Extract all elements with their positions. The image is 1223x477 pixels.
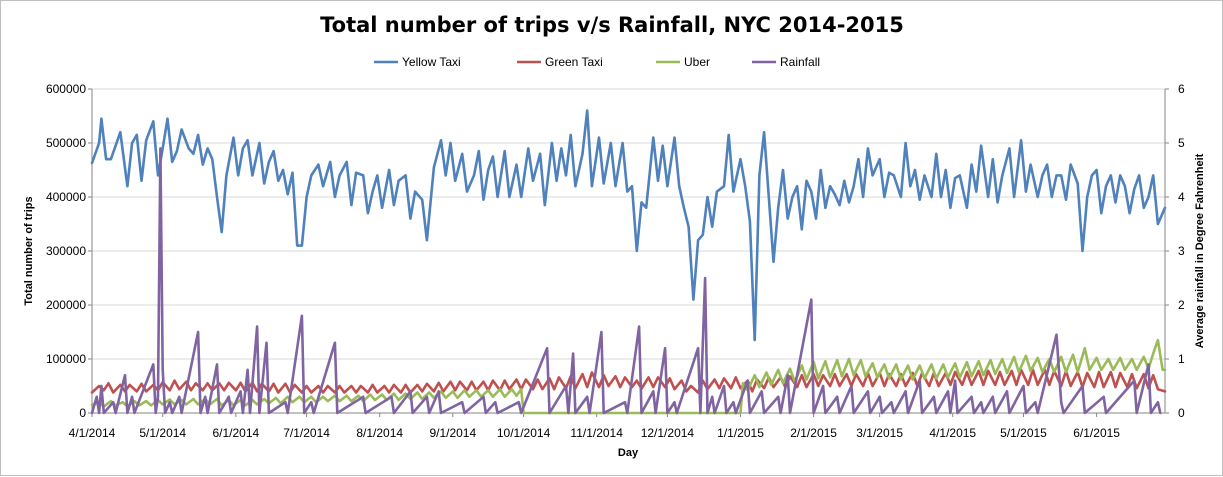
series-line-uber xyxy=(90,338,1167,415)
x-axis-ticks: 4/1/2014 5/1/2014 6/1/2014 7/1/2014 8/1/2014… xyxy=(69,413,1120,440)
x-tick-label: 5/1/2015 xyxy=(1000,426,1047,440)
x-tick-label: 5/1/2014 xyxy=(139,426,186,440)
x-tick-label: 6/1/2015 xyxy=(1073,426,1120,440)
x-tick-label: 6/1/2014 xyxy=(212,426,259,440)
x-tick-label: 10/1/2014 xyxy=(497,426,551,440)
y2-tick-label: 1 xyxy=(1178,352,1185,366)
y2-tick-label: 3 xyxy=(1178,244,1185,258)
y2-axis-ticks: 0 1 2 3 4 5 6 xyxy=(1165,82,1185,420)
series-layer xyxy=(90,109,1167,415)
y2-tick-label: 0 xyxy=(1178,406,1185,420)
series-line-green-taxi xyxy=(90,368,1167,394)
y-tick-label: 100000 xyxy=(46,352,86,366)
y-tick-label: 500000 xyxy=(46,136,86,150)
y2-tick-label: 4 xyxy=(1178,190,1185,204)
legend-label-rainfall: Rainfall xyxy=(780,55,820,69)
y2-axis-title: Average rainfall in Degree Fahrenheit xyxy=(1194,153,1206,348)
x-tick-label: 1/1/2015 xyxy=(717,426,764,440)
gridlines xyxy=(92,88,1165,360)
y-tick-label: 400000 xyxy=(46,190,86,204)
x-tick-label: 4/1/2015 xyxy=(929,426,976,440)
y-tick-label: 200000 xyxy=(46,298,86,312)
chart-title: Total number of trips v/s Rainfall, NYC … xyxy=(320,13,904,37)
y-tick-label: 300000 xyxy=(46,244,86,258)
y-tick-label: 600000 xyxy=(46,82,86,96)
legend-label-green-taxi: Green Taxi xyxy=(545,55,603,69)
y2-tick-label: 6 xyxy=(1178,82,1185,96)
y-tick-label: 0 xyxy=(79,406,86,420)
chart-legend: Yellow Taxi Green Taxi Uber Rainfall xyxy=(374,55,820,69)
y-axis-ticks: 0 100000 200000 300000 400000 500000 600000 xyxy=(46,82,92,420)
x-tick-label: 3/1/2015 xyxy=(856,426,903,440)
x-tick-label: 11/1/2014 xyxy=(570,426,623,440)
legend-label-yellow-taxi: Yellow Taxi xyxy=(402,55,461,69)
x-tick-label: 9/1/2014 xyxy=(429,426,476,440)
y2-tick-label: 5 xyxy=(1178,136,1185,150)
y2-tick-label: 2 xyxy=(1178,298,1185,312)
legend-label-uber: Uber xyxy=(684,55,710,69)
x-tick-label: 4/1/2014 xyxy=(69,426,116,440)
series-line-rainfall xyxy=(90,147,1162,415)
x-axis-title: Day xyxy=(618,447,639,459)
x-tick-label: 8/1/2014 xyxy=(356,426,403,440)
series-line-yellow-taxi xyxy=(90,109,1167,342)
x-tick-label: 7/1/2014 xyxy=(283,426,330,440)
x-tick-label: 12/1/2014 xyxy=(641,426,695,440)
x-tick-label: 2/1/2015 xyxy=(790,426,837,440)
y-axis-title: Total number of trips xyxy=(23,196,35,305)
